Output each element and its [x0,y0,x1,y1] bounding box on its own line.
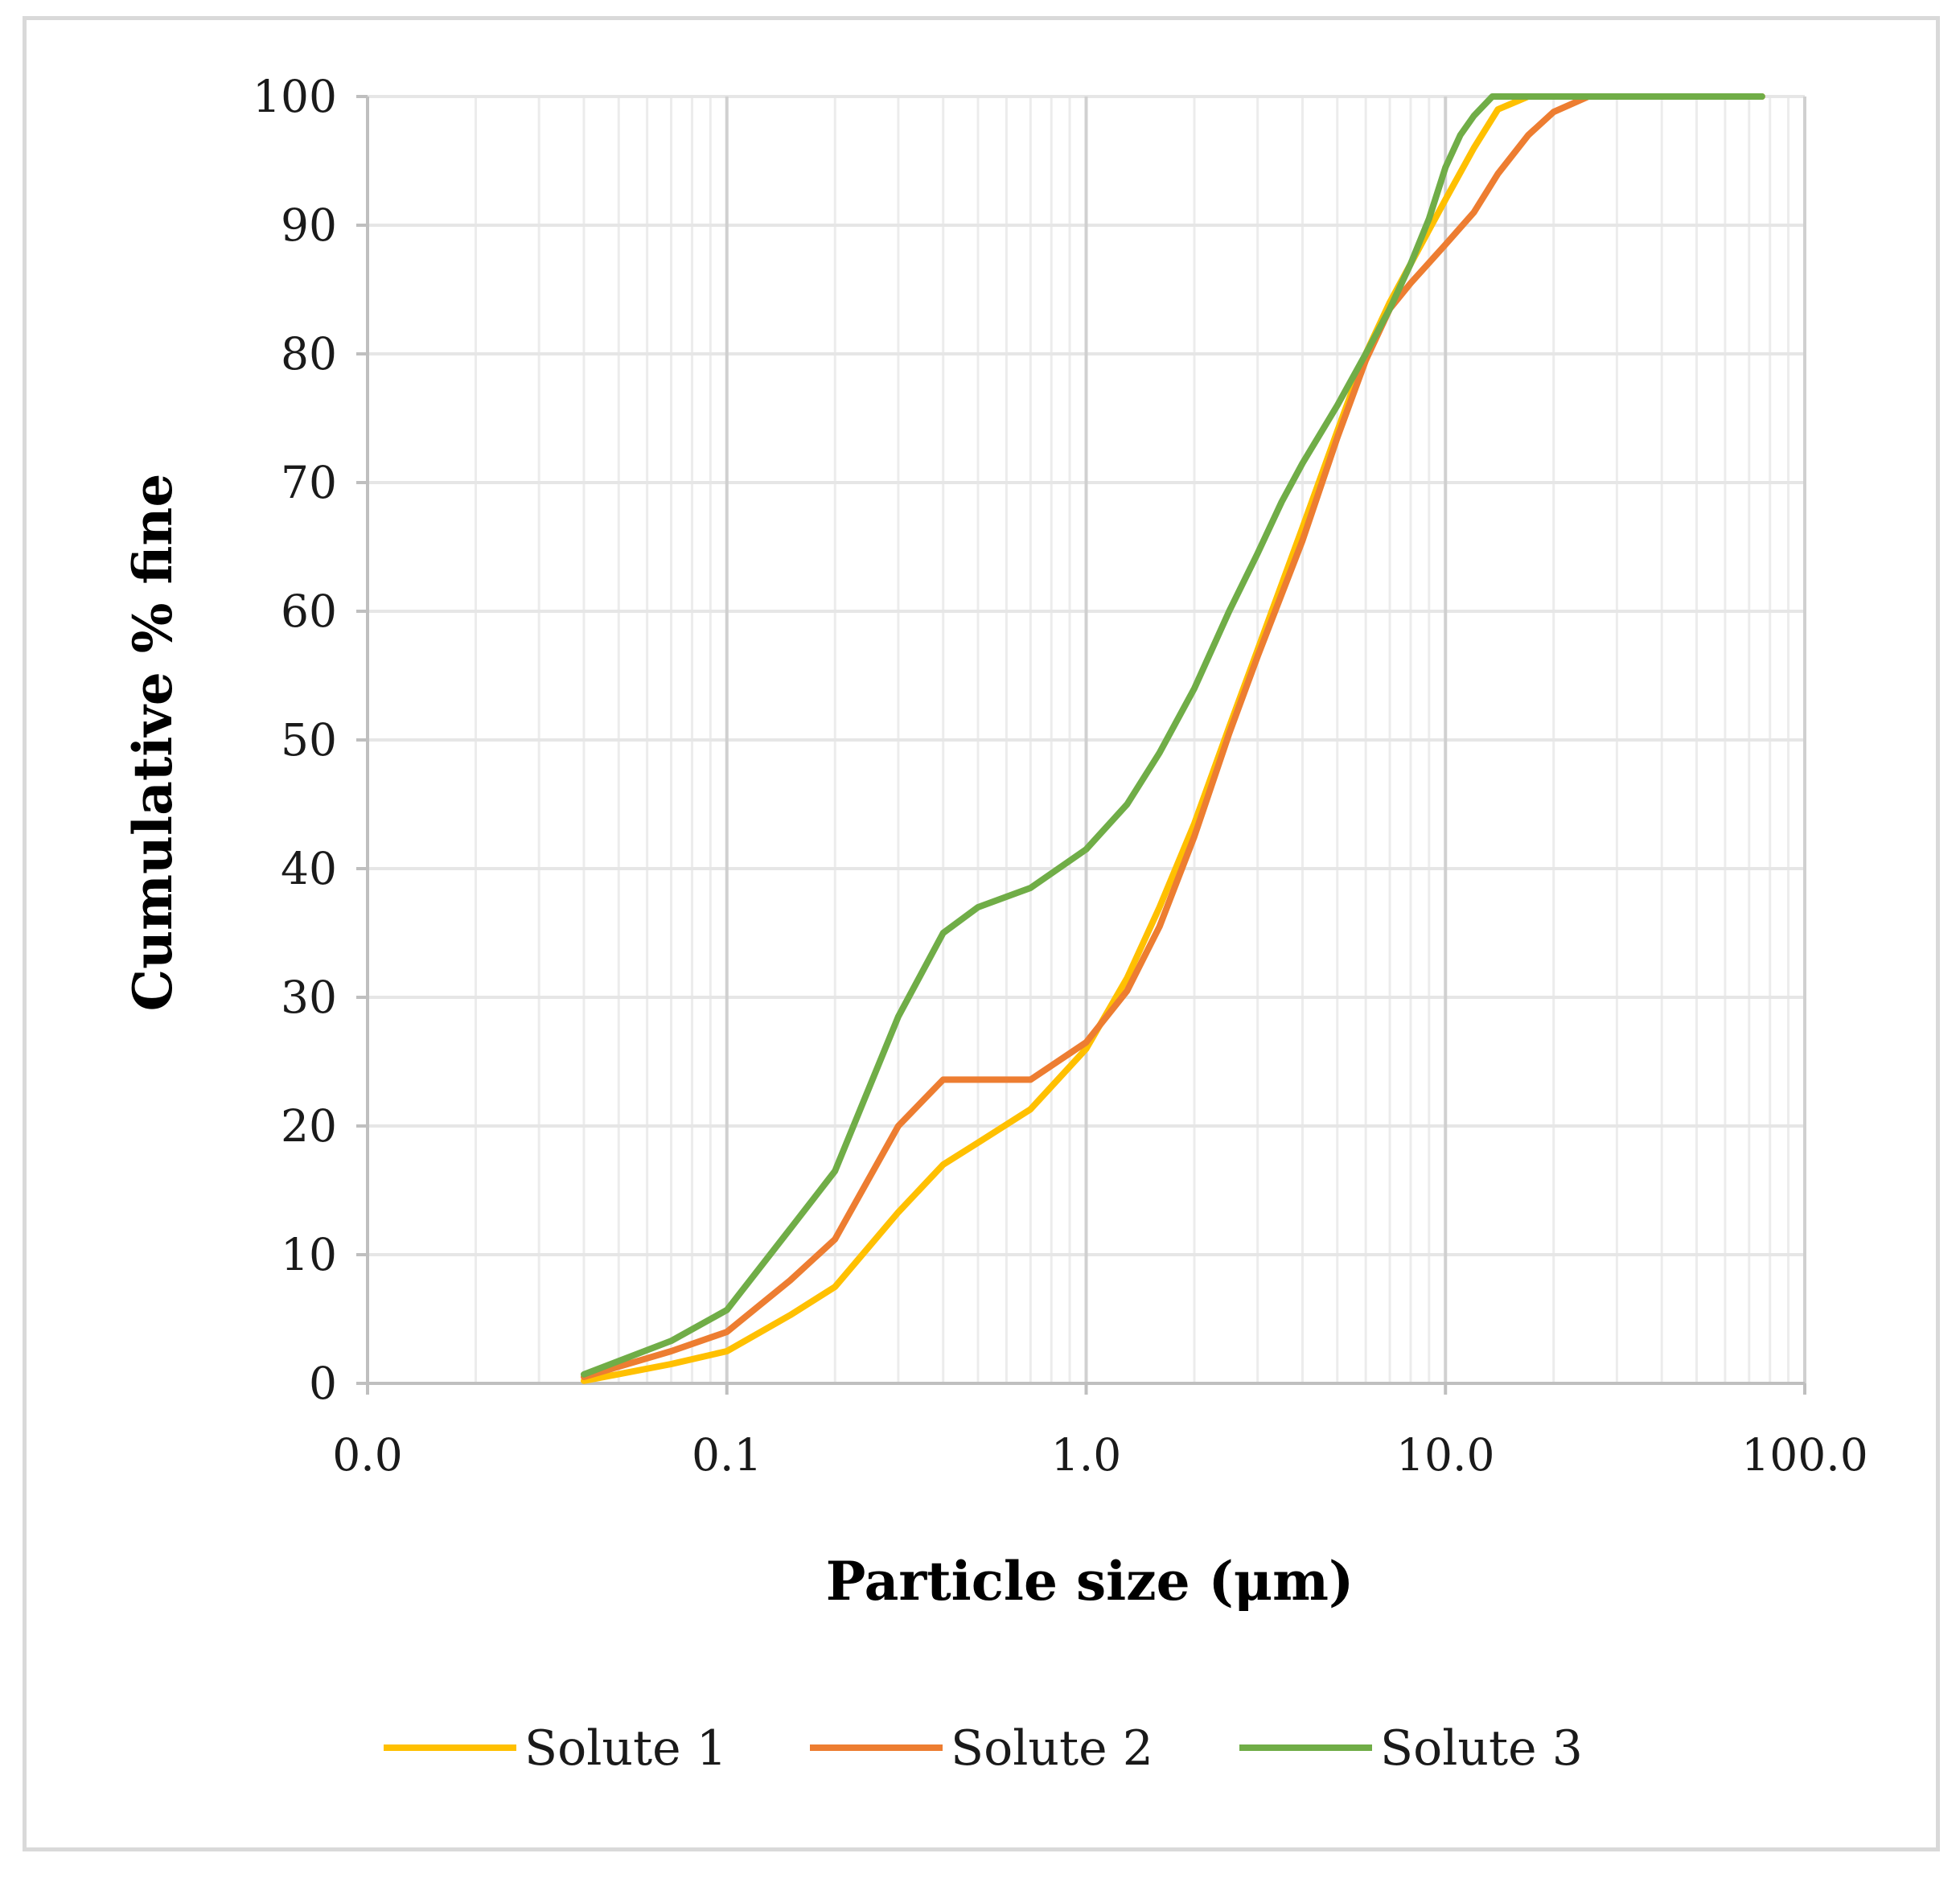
x-tick-label: 100.0 [1741,1429,1868,1481]
legend-label-solute-1: Solute 1 [524,1720,727,1777]
series-line-solute-2 [581,93,1765,1380]
y-tick-label: 30 [281,972,337,1023]
legend-label-solute-2: Solute 2 [951,1720,1153,1777]
y-tick-label: 20 [281,1100,337,1152]
y-tick-label: 0 [309,1358,337,1409]
y-tick-label: 90 [281,199,337,251]
y-tick-label: 10 [281,1229,337,1280]
x-tick-label: 0.1 [692,1429,762,1481]
grid [366,95,1806,1385]
tick-labels: 0 10 20 30 40 50 60 70 80 90 100 0.0 0.1 1.0 10.0 100.0 [253,71,1868,1481]
y-tick-label: 60 [281,586,337,637]
series-line-solute-3 [581,93,1765,1378]
legend: Solute 1 Solute 2 Solute 3 [384,1720,1583,1777]
x-tick-label: 0.0 [332,1429,402,1481]
series-lines [581,93,1765,1384]
legend-label-solute-3: Solute 3 [1380,1720,1583,1777]
line-chart: 0 10 20 30 40 50 60 70 80 90 100 0.0 0.1 1.0 10.0 100.0… [121,71,1868,1777]
x-axis-title: Particle size (μm) [826,1550,1354,1613]
y-tick-label: 50 [281,714,337,766]
y-tick-label: 100 [253,71,337,122]
y-axis-title: Cumulative % fine [121,474,184,1012]
chart-frame: 0 10 20 30 40 50 60 70 80 90 100 0.0 0.1 1.0 10.0 100.0… [23,16,1940,1851]
y-tick-label: 80 [281,328,337,380]
y-tick-label: 40 [281,843,337,894]
x-tick-label: 10.0 [1396,1429,1494,1481]
y-tick-label: 70 [281,457,337,508]
axes [356,95,1806,1395]
x-tick-label: 1.0 [1051,1429,1121,1481]
